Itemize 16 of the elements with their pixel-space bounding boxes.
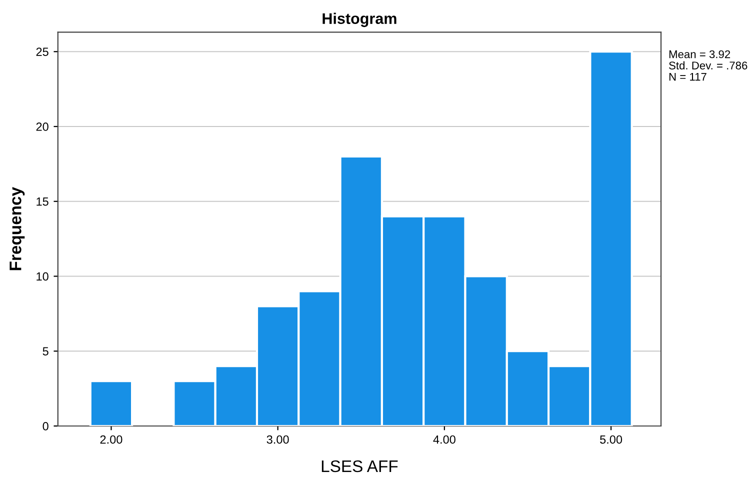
y-tick-label: 15 [36,198,48,206]
x-axis-title: LSES AFF [322,460,398,472]
y-tick-label: 20 [36,122,48,131]
y-tick-label: 25 [36,48,48,56]
chart-title: Histogram [322,12,396,28]
x-tick-label: 2.00 [100,435,122,444]
y-tick-label: 5 [42,347,48,356]
y-tick-label: 10 [36,272,48,281]
text: N = 117 [669,72,706,81]
x-tick-label: 5.00 [600,435,622,444]
x-tick-label: 3.00 [266,435,289,444]
text: Std. Dev. = .786 [669,61,748,70]
text: Mean = 3.92 [669,50,730,58]
y-axis-title: Frequency [10,187,25,270]
x-tick-label: 4.00 [433,435,456,444]
y-tick-label: 0 [42,422,48,430]
